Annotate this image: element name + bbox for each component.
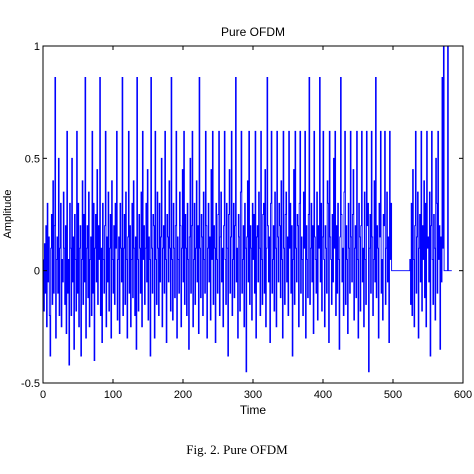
x-tick-label: 200 [174,389,192,401]
x-ticks: 0 100 200 300 400 500 600 [40,46,472,401]
series-line-layer [43,45,452,373]
x-tick-label: 500 [384,389,402,401]
plot-background [0,0,474,432]
y-tick-label: 0.5 [25,153,40,165]
x-tick-label: 300 [244,389,262,401]
y-tick-label: 1 [34,41,40,53]
y-ticks: -0.5 0 0.5 1 [21,41,463,390]
chart-title: Pure OFDM [221,25,285,39]
series-line-0 [43,45,452,373]
y-tick-label: -0.5 [21,378,40,390]
x-axis-label: Time [240,403,267,417]
figure-caption: Fig. 2. Pure OFDM [186,442,288,457]
x-tick-label: 400 [314,389,332,401]
x-tick-label: 0 [40,389,46,401]
x-tick-label: 600 [454,389,472,401]
y-axis-label: Amplitude [2,190,14,239]
chart: Pure OFDM 0 100 200 300 400 500 600 -0.500.51 … [0,0,474,432]
x-tick-label: 100 [104,389,122,401]
y-tick-label: 0 [34,266,40,278]
